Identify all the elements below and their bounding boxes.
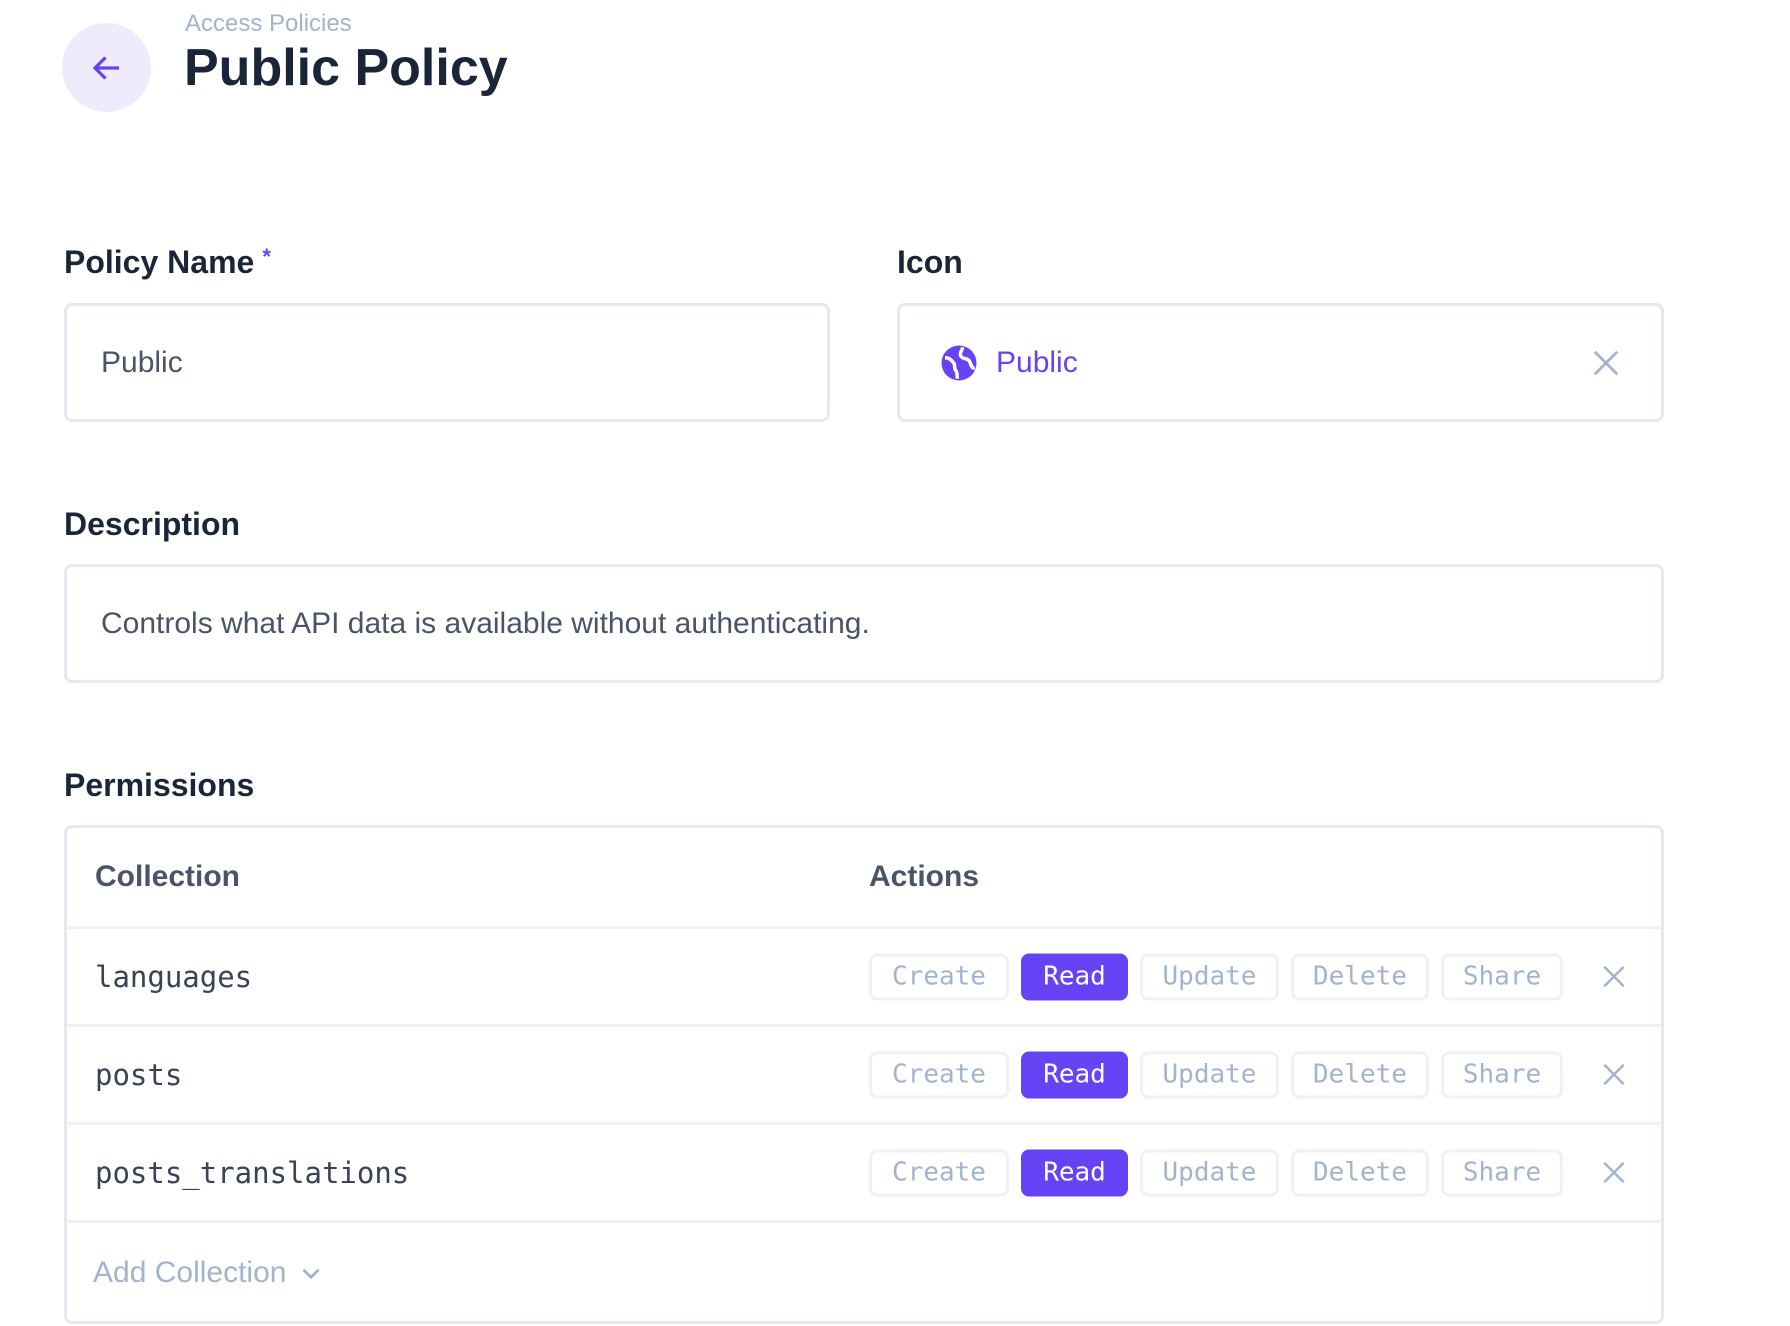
column-actions: Actions [869, 860, 980, 893]
action-create-toggle[interactable]: Create [869, 1051, 1009, 1098]
breadcrumb[interactable]: Access Policies [185, 10, 352, 37]
icon-label: Icon [897, 244, 963, 280]
description-label: Description [64, 506, 241, 542]
remove-row-icon[interactable] [1601, 1160, 1627, 1186]
policy-name-label: Policy Name * [64, 244, 271, 280]
add-collection-label: Add Collection [93, 1255, 287, 1289]
description-input[interactable]: Controls what API data is available with… [64, 564, 1664, 683]
back-button[interactable] [62, 23, 151, 112]
remove-row-icon[interactable] [1601, 1062, 1627, 1088]
action-delete-toggle[interactable]: Delete [1291, 1051, 1429, 1098]
action-update-toggle[interactable]: Update [1140, 953, 1279, 1000]
action-read-toggle[interactable]: Read [1021, 1149, 1128, 1196]
add-collection-button[interactable]: Add Collection [93, 1256, 324, 1290]
table-row: posts_translations Create Read Update Delete… [67, 1125, 1661, 1223]
public-globe-icon [941, 345, 977, 380]
icon-select[interactable]: Public [897, 303, 1664, 422]
required-mark: * [262, 244, 271, 269]
permissions-table: Collection Actions languages Create Read Up… [64, 825, 1664, 1324]
policy-name-value: Public [101, 345, 183, 379]
policy-name-input[interactable]: Public [64, 303, 830, 422]
clear-icon[interactable] [1591, 348, 1621, 378]
collection-name: languages [95, 959, 253, 994]
remove-row-icon[interactable] [1601, 964, 1627, 990]
arrow-left-icon [92, 55, 119, 80]
action-share-toggle[interactable]: Share [1441, 1051, 1563, 1098]
table-header: Collection Actions [67, 828, 1661, 929]
table-row: languages Create Read Update Delete Share [67, 929, 1661, 1027]
actions-group: Create Read Update Delete Share [869, 1051, 1627, 1098]
action-share-toggle[interactable]: Share [1441, 1149, 1563, 1196]
action-delete-toggle[interactable]: Delete [1291, 953, 1429, 1000]
action-delete-toggle[interactable]: Delete [1291, 1149, 1429, 1196]
action-share-toggle[interactable]: Share [1441, 953, 1563, 1000]
action-update-toggle[interactable]: Update [1140, 1149, 1279, 1196]
collection-name: posts_translations [95, 1155, 410, 1190]
action-create-toggle[interactable]: Create [869, 1149, 1009, 1196]
action-read-toggle[interactable]: Read [1021, 1051, 1128, 1098]
chevron-down-icon [302, 1268, 320, 1279]
action-create-toggle[interactable]: Create [869, 953, 1009, 1000]
description-value: Controls what API data is available with… [101, 606, 870, 640]
actions-group: Create Read Update Delete Share [869, 1149, 1627, 1196]
action-update-toggle[interactable]: Update [1140, 1051, 1279, 1098]
action-read-toggle[interactable]: Read [1021, 953, 1128, 1000]
page-title: Public Policy [184, 39, 508, 97]
table-row: posts Create Read Update Delete Share [67, 1027, 1661, 1125]
actions-group: Create Read Update Delete Share [869, 953, 1627, 1000]
add-collection-row: Add Collection [67, 1223, 1661, 1322]
column-collection: Collection [95, 860, 241, 893]
icon-value: Public [996, 345, 1078, 379]
permissions-label: Permissions [64, 767, 255, 803]
collection-name: posts [95, 1057, 183, 1092]
